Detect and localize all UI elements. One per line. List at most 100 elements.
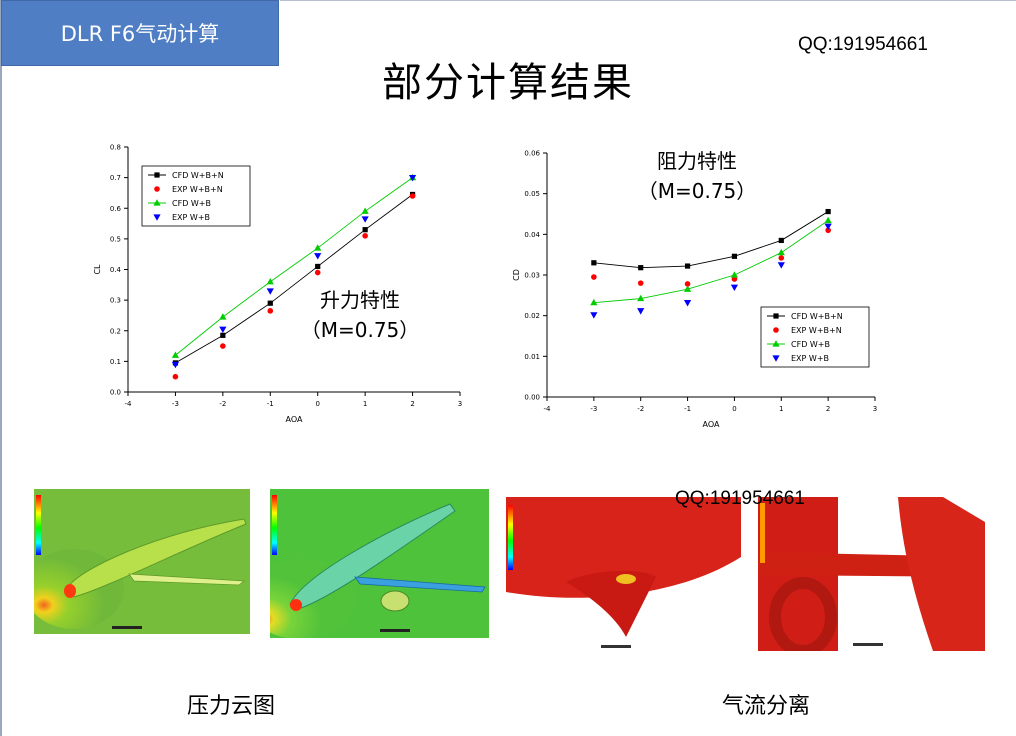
drag-data-point bbox=[777, 248, 785, 256]
lift-annotation: 升力特性 （M=0.75） bbox=[295, 285, 425, 345]
lift-data-point bbox=[219, 313, 227, 320]
drag-x-tick-label: -1 bbox=[684, 405, 691, 413]
drag-data-point bbox=[777, 262, 785, 269]
flow-separation-image-2 bbox=[758, 497, 985, 651]
drag-axes: -4 -3 -2 -1 0 1 2 3 0.00 0.01 0.02 0.03 0.04 0.05 0.06… bbox=[512, 150, 877, 430]
lift-annotation-mach: （M=0.75） bbox=[300, 318, 420, 342]
drag-annotation: 阻力特性 （M=0.75） bbox=[632, 146, 762, 206]
drag-y-tick-label: 0.03 bbox=[524, 272, 540, 280]
drag-data-point bbox=[824, 216, 832, 224]
drag-x-tick-label: 1 bbox=[779, 405, 783, 413]
lift-chart: -4 -3 -2 -1 0 1 2 3 0.0 0.1 0.2 0.3 0.4 0.5 0.6 0.7 0.8 A… bbox=[93, 144, 462, 425]
lift-legend-marker bbox=[153, 199, 161, 206]
slide-left-border bbox=[0, 0, 2, 736]
drag-legend-label: CFD W+B bbox=[791, 340, 830, 349]
drag-annotation-title: 阻力特性 bbox=[657, 149, 737, 173]
drag-x-tick-label: 3 bbox=[873, 405, 877, 413]
drag-annotation-mach: （M=0.75） bbox=[637, 179, 757, 203]
drag-data-point bbox=[591, 274, 597, 280]
drag-y-tick-label: 0.02 bbox=[524, 312, 540, 320]
lift-data-point bbox=[314, 253, 322, 260]
lift-data-point bbox=[220, 332, 226, 338]
lift-y-tick-label: 0.3 bbox=[110, 297, 121, 305]
drag-legend-marker bbox=[772, 340, 780, 347]
lift-data-point bbox=[314, 244, 322, 251]
lift-legend-label: CFD W+B bbox=[172, 199, 211, 208]
lift-legend-label: CFD W+B+N bbox=[172, 171, 224, 180]
lift-x-tick-label: 2 bbox=[410, 400, 414, 408]
drag-series-2 bbox=[590, 216, 832, 306]
caption-pressure-contour: 压力云图 bbox=[187, 694, 276, 719]
lift-y-tick-label: 0.2 bbox=[110, 327, 121, 335]
drag-data-point bbox=[778, 237, 784, 244]
lift-x-tick-label: 3 bbox=[458, 400, 462, 408]
slide-top-border bbox=[280, 0, 1016, 1]
header-box: DLR F6气动计算 bbox=[1, 0, 279, 66]
drag-legend-box bbox=[760, 306, 870, 368]
lift-y-tick-label: 0.5 bbox=[110, 235, 121, 243]
drag-data-point bbox=[731, 276, 738, 282]
drag-y-tick-label: 0.06 bbox=[524, 150, 540, 158]
drag-data-point bbox=[683, 300, 692, 307]
lift-data-point bbox=[220, 343, 226, 349]
lift-legend-box bbox=[141, 165, 251, 227]
drag-data-point bbox=[684, 281, 691, 287]
lift-y-tick-label: 0.0 bbox=[110, 389, 121, 397]
drag-data-point bbox=[590, 298, 598, 306]
lift-data-point bbox=[267, 300, 273, 306]
lift-annotation-title: 升力特性 bbox=[320, 288, 400, 312]
drag-data-point bbox=[637, 308, 645, 315]
drag-data-point bbox=[825, 208, 831, 215]
lift-series-3 bbox=[171, 175, 417, 369]
lift-data-point bbox=[408, 175, 417, 182]
drag-x-tick-label: 2 bbox=[826, 405, 830, 413]
drag-data-point bbox=[683, 285, 692, 292]
drag-data-point bbox=[824, 223, 832, 230]
drag-x-axis-label: AOA bbox=[703, 420, 720, 429]
lift-data-point bbox=[171, 361, 180, 369]
caption-flow-separation: 气流分离 bbox=[722, 694, 811, 719]
lift-series-line bbox=[175, 194, 413, 364]
drag-legend-marker bbox=[772, 355, 780, 362]
drag-y-tick-label: 0.01 bbox=[524, 353, 540, 361]
lift-data-point bbox=[266, 288, 274, 295]
lift-legend: CFD W+B+N EXP W+B+N CFD W+B EXP W+B bbox=[141, 165, 251, 227]
lift-x-tick-label: -3 bbox=[172, 400, 179, 408]
drag-x-tick-label: -3 bbox=[590, 405, 597, 413]
lift-x-tick-label: 1 bbox=[363, 400, 367, 408]
lift-y-tick-label: 0.4 bbox=[110, 266, 122, 274]
lift-data-point bbox=[362, 227, 368, 233]
lift-legend-label: EXP W+B+N bbox=[172, 185, 223, 194]
drag-legend-marker bbox=[773, 327, 779, 333]
drag-legend-label: EXP W+B+N bbox=[791, 326, 842, 335]
lift-data-point bbox=[266, 277, 274, 285]
page-title: 部分计算结果 bbox=[382, 60, 634, 106]
drag-data-point bbox=[638, 265, 644, 271]
lift-data-point bbox=[361, 207, 369, 214]
drag-data-point bbox=[730, 271, 739, 278]
qq-contact-middle: QQ:191954661 bbox=[675, 488, 805, 509]
drag-series-1 bbox=[591, 227, 831, 287]
lift-legend-marker bbox=[154, 172, 160, 178]
lift-y-tick-label: 0.6 bbox=[110, 205, 122, 213]
pressure-contour-image-2 bbox=[270, 489, 489, 638]
drag-y-tick-label: 0.04 bbox=[524, 231, 540, 239]
drag-series-line bbox=[593, 220, 829, 304]
lift-legend-marker bbox=[153, 214, 161, 221]
drag-data-point bbox=[637, 280, 644, 286]
drag-data-point bbox=[684, 263, 691, 269]
drag-data-point bbox=[590, 312, 598, 319]
lift-data-point bbox=[315, 263, 321, 270]
lift-x-axis-label: AOA bbox=[286, 415, 303, 424]
drag-data-point bbox=[825, 227, 831, 234]
lift-x-tick-label: -2 bbox=[219, 400, 226, 408]
lift-x-tick-label: -4 bbox=[125, 400, 133, 408]
drag-chart: -4 -3 -2 -1 0 1 2 3 0.00 0.01 0.02 0.03 0.04 0.05 0.06… bbox=[512, 150, 877, 430]
drag-x-tick-label: 0 bbox=[732, 405, 736, 413]
drag-legend: CFD W+B+N EXP W+B+N CFD W+B EXP W+B bbox=[760, 306, 870, 368]
drag-series-3 bbox=[590, 223, 832, 319]
lift-legend-marker bbox=[154, 186, 160, 192]
drag-data-point bbox=[778, 255, 785, 261]
lift-data-point bbox=[314, 269, 321, 276]
flow-separation-image-1 bbox=[506, 497, 741, 653]
